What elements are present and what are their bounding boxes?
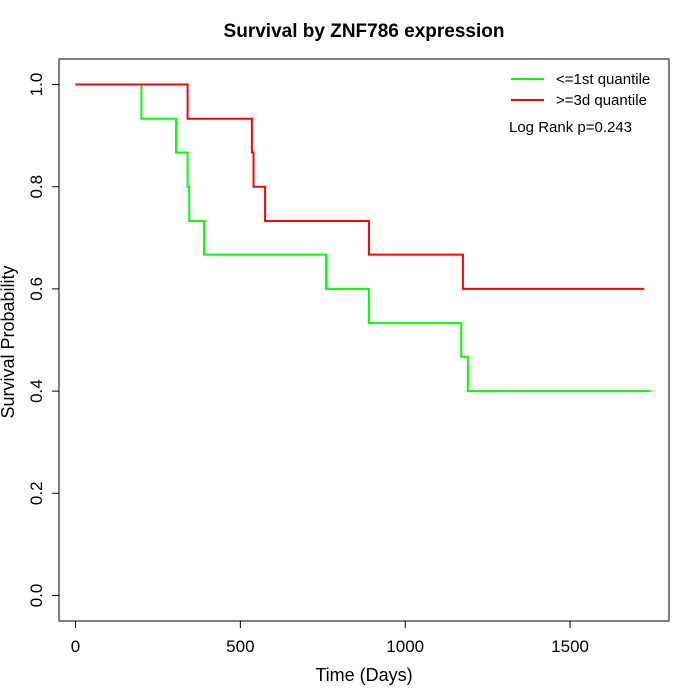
x-tick-label: 1500 xyxy=(551,637,589,656)
legend-label-0: <=1st quantile xyxy=(556,71,650,88)
y-tick-label: 0.8 xyxy=(27,175,46,199)
series-line-0 xyxy=(75,83,651,393)
series-line-1 xyxy=(75,83,645,290)
y-axis: 0.0 0.2 0.4 0.6 0.8 1.0 xyxy=(27,73,60,608)
log-rank-annotation: Log Rank p=0.243 xyxy=(509,119,632,136)
x-axis: 0 500 1000 1500 xyxy=(71,620,589,656)
legend: <=1st quantile >=3d quantile xyxy=(511,71,650,109)
chart-title: Survival by ZNF786 expression xyxy=(224,21,505,42)
legend-label-1: >=3d quantile xyxy=(556,92,647,109)
x-axis-label: Time (Days) xyxy=(315,665,412,685)
y-axis-label: Survival Probability xyxy=(0,265,18,418)
x-tick-label: 0 xyxy=(71,637,80,656)
x-tick-label: 1000 xyxy=(386,637,424,656)
y-tick-label: 0.6 xyxy=(27,277,46,301)
y-tick-label: 0.0 xyxy=(27,584,46,608)
y-tick-label: 0.2 xyxy=(27,481,46,505)
plot-frame xyxy=(58,58,670,622)
x-tick-label: 500 xyxy=(226,637,254,656)
y-tick-label: 0.4 xyxy=(27,379,46,403)
series-layer xyxy=(75,83,651,393)
y-tick-label: 1.0 xyxy=(27,73,46,97)
